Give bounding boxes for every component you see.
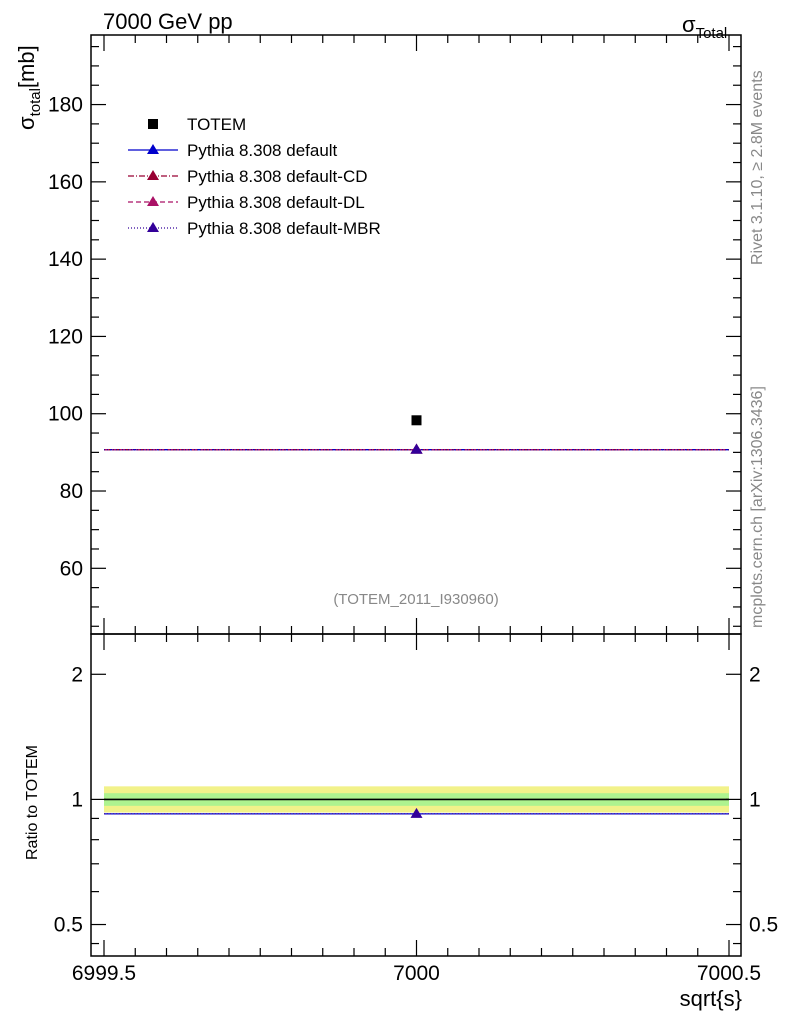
rivet-label: Rivet 3.1.10, ≥ 2.8M events (749, 70, 766, 265)
legend-label: Pythia 8.308 default-MBR (187, 219, 381, 238)
x-axis-title: sqrt{s} (680, 986, 742, 1011)
ratio-y-tick-label-right: 1 (749, 788, 761, 811)
ratio-series (104, 798, 729, 818)
main-y-tick-label: 120 (48, 325, 83, 348)
legend-label: Pythia 8.308 default-DL (187, 193, 365, 212)
mcplots-label: mcplots.cern.ch [arXiv:1306.3436] (749, 386, 766, 628)
legend: TOTEM Pythia 8.308 default Pythia 8.308 de… (128, 115, 381, 238)
ratio-y-tick-label-right: 2 (749, 663, 761, 686)
observable-title: σTotal (682, 12, 727, 42)
legend-marker-totem (148, 119, 158, 129)
legend-label: Pythia 8.308 default-CD (187, 167, 368, 186)
main-y-tick-label: 160 (48, 171, 83, 194)
data-point-totem (411, 415, 422, 426)
main-series (104, 415, 729, 454)
legend-marker (147, 196, 159, 206)
mc-point-pythia-8.308-default-mbr (410, 443, 423, 454)
x-tick-label: 7000.5 (697, 962, 761, 985)
ratio-y-tick-label-right: 0.5 (749, 914, 778, 937)
main-y-tick-label: 100 (48, 403, 83, 426)
ratio-y-tick-label: 0.5 (54, 914, 83, 937)
main-axes: 60 80 100 120 140 160 180 (48, 34, 742, 635)
main-y-tick-label: 180 (48, 94, 83, 117)
main-y-tick-label: 60 (60, 557, 83, 580)
ratio-axes: 0.5 0.5 1 1 2 2 6999.5 7000 7000.5 (54, 633, 778, 985)
legend-marker (147, 170, 159, 180)
legend-marker (147, 222, 159, 232)
legend-marker (147, 144, 159, 154)
legend-label: Pythia 8.308 default (187, 141, 338, 160)
legend-label: TOTEM (187, 115, 246, 134)
ratio-ylabel: Ratio to TOTEM (24, 745, 41, 860)
main-y-tick-label: 140 (48, 248, 83, 271)
analysis-tag: (TOTEM_2011_I930960) (333, 591, 498, 608)
ratio-mc-point (410, 807, 423, 818)
main-ylabel: σtotal[mb] (14, 45, 44, 130)
x-tick-label: 6999.5 (72, 962, 136, 985)
main-y-tick-label: 80 (60, 480, 83, 503)
energy-label: 7000 GeV pp (103, 9, 233, 34)
ratio-y-tick-label: 1 (71, 788, 83, 811)
ratio-y-tick-label: 2 (71, 663, 83, 686)
x-tick-label: 7000 (393, 962, 440, 985)
